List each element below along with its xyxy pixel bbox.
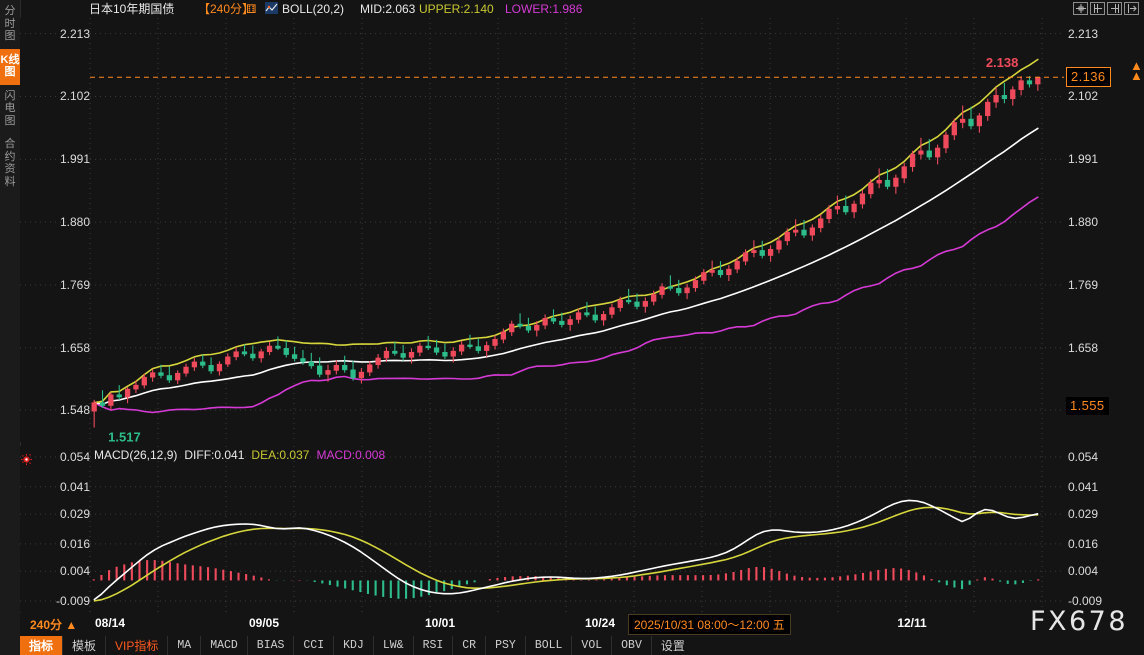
toolbar-obv[interactable]: OBV — [612, 636, 652, 655]
macd-tick-left: 0.004 — [59, 564, 90, 579]
toolbar-lwr[interactable]: LW& — [374, 636, 414, 655]
chart-header: 日本10年期国债 【240分】 ⚅ BOLL(20,2) MID:2.063 U… — [20, 0, 1144, 18]
toolbar-kdj[interactable]: KDJ — [334, 636, 374, 655]
boll-indicator-label: BOLL(20,2) — [282, 2, 345, 16]
price-axis-right[interactable]: 2.2132.1021.9911.8801.7691.6581.5480.054… — [1064, 18, 1144, 612]
macd-tick-left: 0.041 — [59, 479, 90, 494]
sidebar-item-lightning[interactable]: 闪电图 — [4, 89, 16, 127]
toolbar-cr[interactable]: CR — [453, 636, 487, 655]
crosshair-icon[interactable] — [1073, 2, 1088, 15]
toolbar-psy[interactable]: PSY — [486, 636, 526, 655]
price-chart[interactable]: 1.517 2.138 — [20, 18, 1064, 442]
toolbar-rsi[interactable]: RSI — [414, 636, 454, 655]
sidebar-item-contract[interactable]: 合约资料 — [4, 138, 16, 188]
period-tag[interactable]: 240分 ▲ — [30, 618, 78, 632]
macd-tick-left: -0.009 — [55, 594, 90, 609]
macd-tick-left: 0.054 — [59, 449, 90, 464]
price-tick-left: 2.213 — [59, 26, 90, 41]
price-tick-right: 1.658 — [1068, 340, 1099, 355]
reference-price-label[interactable]: 1.555 — [1066, 397, 1109, 416]
chart-icon — [265, 2, 278, 18]
macd-tick-right: 0.054 — [1068, 449, 1099, 464]
toolbar-bias[interactable]: BIAS — [248, 636, 295, 655]
price-tick-right: 1.991 — [1068, 152, 1099, 167]
price-tick-right: 2.213 — [1068, 26, 1099, 41]
alert-dot-icon[interactable] — [21, 452, 32, 465]
price-tick-right: 1.880 — [1068, 215, 1099, 230]
price-tick-left: 1.769 — [59, 277, 90, 292]
time-tick: 09/05 — [248, 616, 280, 630]
macd-tick-left: 0.029 — [59, 507, 90, 522]
boll-mid-value: MID:2.063 — [360, 2, 416, 16]
price-tick-left: 1.880 — [59, 215, 90, 230]
toolbar-template[interactable]: 模板 — [63, 636, 107, 655]
macd-macd-value: MACD:0.008 — [316, 448, 386, 462]
macd-tick-right: 0.041 — [1068, 479, 1099, 494]
boll-upper-value: UPPER:2.140 — [419, 2, 494, 16]
align-right-icon[interactable] — [1107, 2, 1122, 15]
toolbar-vol[interactable]: VOL — [572, 636, 613, 655]
sidebar-item-kline[interactable]: K线图 — [0, 48, 20, 85]
time-tick: 12/11 — [897, 616, 927, 630]
macd-dea-value: DEA:0.037 — [251, 448, 310, 462]
price-tick-left: 2.102 — [59, 89, 90, 104]
toolbar-indicator[interactable]: 指标 — [20, 636, 64, 655]
toolbar-filler — [694, 636, 1144, 655]
macd-chart[interactable] — [20, 446, 1064, 612]
toolbar-ma[interactable]: MA — [168, 636, 202, 655]
current-price-box[interactable]: 2.136 — [1066, 67, 1111, 88]
period-high-label: 2.138 — [986, 55, 1019, 70]
toolbar-macd[interactable]: MACD — [201, 636, 248, 655]
instrument-name: 日本10年期国债 — [89, 2, 175, 16]
price-axis-left: 2.213 2.102 1.991 1.880 1.769 1.658 1.548 0.054… — [20, 18, 90, 612]
macd-tick-right: 0.029 — [1068, 507, 1099, 522]
expand-right-icon[interactable] — [1124, 2, 1139, 15]
toolbar-vip-indicator[interactable]: VIP指标 — [106, 636, 169, 655]
time-tick: 08/14 — [94, 616, 126, 630]
minus-circle-icon[interactable]: ⚅ — [246, 2, 257, 16]
macd-tick-right: -0.009 — [1068, 594, 1103, 609]
price-tick-left: 1.658 — [59, 340, 90, 355]
boll-lower-value: LOWER:1.986 — [505, 2, 583, 16]
macd-tick-right: 0.016 — [1068, 536, 1099, 551]
sidebar-item-timeshare[interactable]: 分时图 — [4, 5, 16, 42]
time-tooltip: 2025/10/31 08:00～12:00 五 — [628, 614, 791, 635]
toolbar-settings[interactable]: 设置 — [660, 639, 685, 653]
toolbar-boll[interactable]: BOLL — [526, 636, 573, 655]
price-tick-right: 2.102 — [1068, 89, 1099, 104]
align-left-icon[interactable] — [1090, 2, 1105, 15]
macd-tick-left: 0.016 — [59, 536, 90, 551]
price-tick-left: 1.991 — [59, 152, 90, 167]
toolbar-left-pad — [0, 636, 20, 655]
watermark: FX678 — [1029, 606, 1128, 637]
macd-title: MACD(26,12,9) — [94, 448, 178, 462]
bottom-toolbar: 指标 模板 VIP指标 MA MACD BIAS CCI KDJ LW& RSI CR PSY BOLL… — [0, 636, 1144, 655]
time-axis: 240分 ▲ 2025/10/31 08:00～12:00 五 08/14 09/… — [20, 613, 1144, 636]
period-low-label: 1.517 — [108, 430, 141, 442]
price-tick-right: 1.769 — [1068, 277, 1099, 292]
macd-diff-value: DIFF:0.041 — [184, 448, 245, 462]
time-tick: 10/01 — [424, 616, 456, 630]
macd-tick-right: 0.004 — [1068, 564, 1099, 579]
toolbar-cci[interactable]: CCI — [294, 636, 335, 655]
price-tick-left: 1.548 — [59, 403, 90, 418]
macd-header: MACD(26,12,9) DIFF:0.041 DEA:0.037 MACD:0.0… — [94, 448, 392, 462]
time-tick: 10/24 — [584, 616, 616, 630]
left-sidebar: 分时图 K线图闪电图合约资料 — [0, 0, 21, 636]
period-label[interactable]: 【240分】 — [198, 2, 255, 16]
header-icon-group — [1073, 2, 1139, 15]
price-arrow-icon: ▲ ▲ — [1130, 58, 1143, 84]
